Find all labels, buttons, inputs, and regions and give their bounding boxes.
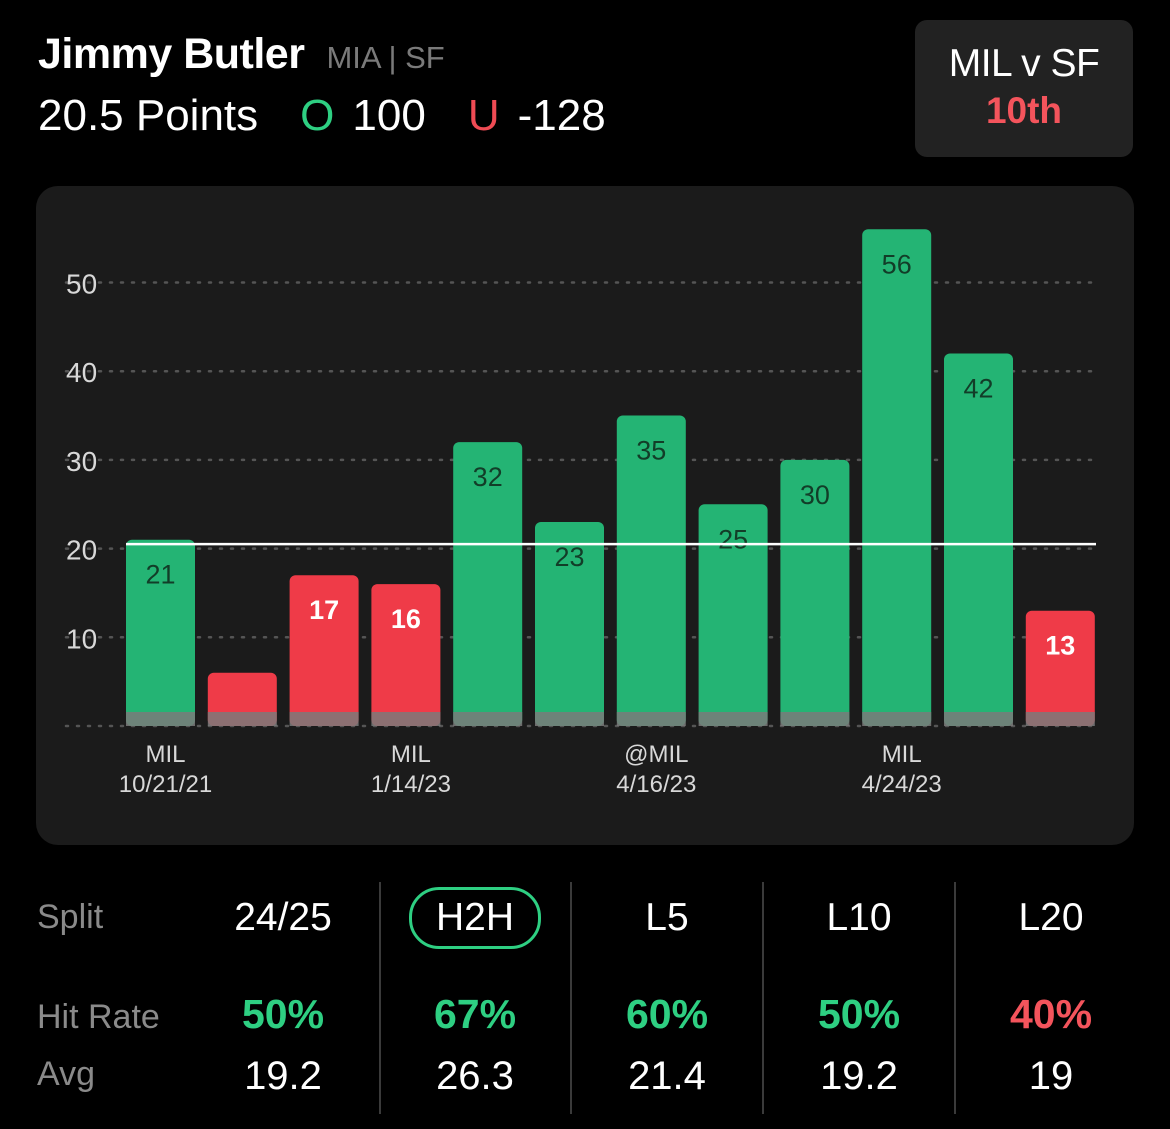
bar[interactable] <box>780 459 850 726</box>
split-tab[interactable]: L10 <box>826 896 892 939</box>
hit-rate-value: 40% <box>1009 991 1093 1037</box>
avg-value: 19.2 <box>820 1054 898 1098</box>
y-tick-label: 40 <box>66 357 97 388</box>
bar-value-label: 30 <box>800 480 830 510</box>
bar-base <box>616 712 686 726</box>
prop-line: 20.5 Points O 100 U -128 <box>38 91 606 141</box>
bar-value-label: 13 <box>1045 631 1075 661</box>
column-divider <box>762 882 764 1114</box>
bar-base <box>944 712 1013 726</box>
bar-base <box>289 712 359 726</box>
bar-base <box>862 712 932 726</box>
stats-table: Split Hit Rate Avg 24/25 50% 19.2 H2H 67% 26.… <box>0 880 1170 1120</box>
avg-value: 19.2 <box>244 1054 322 1098</box>
prop-value: 20.5 Points <box>38 91 259 140</box>
bar-value-label: 35 <box>636 436 666 466</box>
player-teams: MIA | SF <box>326 40 445 75</box>
avg-value: 21.4 <box>628 1054 706 1098</box>
bar-base <box>698 712 768 726</box>
column-divider <box>570 882 572 1114</box>
hit-rate-value: 60% <box>625 991 709 1037</box>
matchup-badge[interactable]: MIL v SF 10th <box>915 20 1133 157</box>
bar-base <box>535 712 604 726</box>
x-tick-team: @MIL <box>624 741 688 768</box>
avg-row-label: Avg <box>37 1055 95 1093</box>
bar-value-label: 56 <box>882 249 912 279</box>
x-tick-date: 4/16/23 <box>616 771 696 798</box>
x-tick-date: 1/14/23 <box>371 771 451 798</box>
bar-base <box>371 712 441 726</box>
hit-rate-value: 50% <box>241 991 325 1037</box>
stat-column[interactable]: L5 60% 21.4 <box>571 880 763 1099</box>
stat-column[interactable]: 24/25 50% 19.2 <box>187 880 379 1099</box>
bar[interactable] <box>616 415 686 726</box>
y-tick-label: 20 <box>66 535 97 566</box>
hit-rate-row-label: Hit Rate <box>37 998 160 1036</box>
avg-value: 26.3 <box>436 1054 514 1098</box>
y-tick-label: 30 <box>66 446 97 477</box>
column-divider <box>379 882 381 1114</box>
bar[interactable] <box>862 229 932 726</box>
bar-value-label: 17 <box>309 595 339 625</box>
under-icon[interactable]: U <box>467 91 500 140</box>
column-divider <box>954 882 956 1114</box>
matchup-rank: 10th <box>985 90 1063 131</box>
under-odds[interactable]: -128 <box>517 91 606 140</box>
x-tick-date: 4/24/23 <box>862 771 942 798</box>
bar-value-label: 21 <box>145 560 175 590</box>
avg-value: 19 <box>1028 1054 1074 1098</box>
y-tick-label: 10 <box>66 623 97 654</box>
over-icon[interactable]: O <box>300 91 335 140</box>
chart-card: 10 20 30 40 50 21 17 16 32 23 35 25 30 56 42 13 MIL 10/21… <box>36 186 1134 845</box>
bar-value-label: 32 <box>473 462 503 492</box>
player-header: Jimmy Butler MIA | SF 20.5 Points O 100 … <box>38 30 606 141</box>
split-tab[interactable]: L20 <box>1018 896 1084 939</box>
bar[interactable] <box>126 539 195 726</box>
bar-value-label: 25 <box>718 524 748 554</box>
hit-rate-value: 67% <box>433 991 517 1037</box>
stat-column[interactable]: L20 40% 19 <box>955 880 1147 1099</box>
player-name: Jimmy Butler <box>38 30 305 78</box>
x-tick-team: MIL <box>145 741 185 768</box>
bar[interactable] <box>289 575 359 726</box>
x-tick-date: 10/21/21 <box>119 771 212 798</box>
bar[interactable] <box>453 442 523 726</box>
bar-base <box>453 712 523 726</box>
bar-value-label: 23 <box>554 542 584 572</box>
bar[interactable] <box>698 504 768 726</box>
y-tick-label: 50 <box>66 269 97 300</box>
split-tab[interactable]: 24/25 <box>234 896 332 939</box>
bar[interactable] <box>1025 610 1095 726</box>
bar[interactable] <box>535 521 604 726</box>
bar-base <box>207 712 277 726</box>
x-tick-team: MIL <box>882 741 922 768</box>
bar-value-label: 16 <box>391 604 421 634</box>
stat-column[interactable]: L10 50% 19.2 <box>763 880 955 1099</box>
game-log-chart: 10 20 30 40 50 21 17 16 32 23 35 25 30 56 42 13 MIL 10/21… <box>64 229 1098 798</box>
bar-base <box>1025 712 1095 726</box>
bar-base <box>126 712 195 726</box>
bar[interactable] <box>944 353 1013 726</box>
split-row-label: Split <box>37 898 104 936</box>
stat-column[interactable]: H2H 67% 26.3 <box>379 880 571 1099</box>
split-tab[interactable]: H2H <box>408 887 542 949</box>
bar[interactable] <box>371 584 441 726</box>
x-tick-team: MIL <box>391 741 431 768</box>
hit-rate-value: 50% <box>817 991 901 1037</box>
split-tab[interactable]: L5 <box>645 896 689 939</box>
over-odds[interactable]: 100 <box>352 91 426 140</box>
matchup-title: MIL v SF <box>948 42 1100 85</box>
bar-base <box>780 712 850 726</box>
bar-value-label: 42 <box>963 373 993 403</box>
